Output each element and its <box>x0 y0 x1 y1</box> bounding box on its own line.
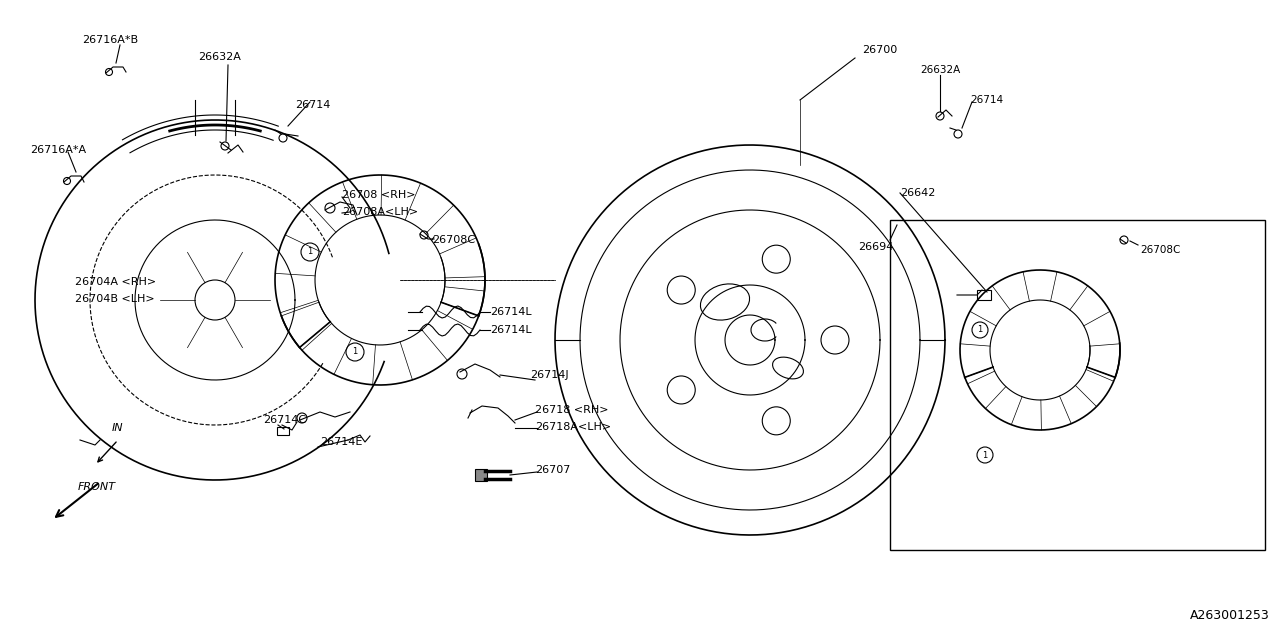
Text: 26714: 26714 <box>294 100 330 110</box>
Circle shape <box>954 130 963 138</box>
Text: 26642: 26642 <box>900 188 936 198</box>
Text: 26707: 26707 <box>535 465 571 475</box>
Text: 26716A*A: 26716A*A <box>29 145 86 155</box>
Text: 1: 1 <box>982 451 988 460</box>
Text: 26714J: 26714J <box>530 370 568 380</box>
Text: IN: IN <box>113 423 124 433</box>
Text: 26714E: 26714E <box>320 437 362 447</box>
Text: 26708A<LH>: 26708A<LH> <box>342 207 419 217</box>
Text: FRONT: FRONT <box>78 482 116 492</box>
Bar <box>276 427 289 435</box>
Text: 26714: 26714 <box>970 95 1004 105</box>
Text: 26714C: 26714C <box>262 415 306 425</box>
Text: 26708C: 26708C <box>1140 245 1180 255</box>
Circle shape <box>279 134 287 142</box>
Text: 26716A*B: 26716A*B <box>82 35 138 45</box>
Text: 1: 1 <box>978 326 983 335</box>
Text: 26700: 26700 <box>861 45 897 55</box>
Text: 26704A <RH>: 26704A <RH> <box>76 277 156 287</box>
Text: 26632A: 26632A <box>920 65 960 75</box>
Text: 26714L: 26714L <box>490 307 531 317</box>
Text: 1: 1 <box>307 248 312 257</box>
Text: 26632A: 26632A <box>198 52 241 62</box>
Circle shape <box>221 142 229 150</box>
Bar <box>890 220 1265 550</box>
Text: 1: 1 <box>352 348 357 356</box>
Circle shape <box>936 112 945 120</box>
Bar <box>475 469 486 481</box>
Text: 26718A<LH>: 26718A<LH> <box>535 422 611 432</box>
Text: 26718 <RH>: 26718 <RH> <box>535 405 608 415</box>
Bar <box>977 290 991 300</box>
Text: A263001253: A263001253 <box>1190 609 1270 622</box>
Text: 26694: 26694 <box>858 242 893 252</box>
Text: 26714L: 26714L <box>490 325 531 335</box>
Text: 26708C: 26708C <box>433 235 475 245</box>
Text: 26708 <RH>: 26708 <RH> <box>342 190 416 200</box>
Text: 26704B <LH>: 26704B <LH> <box>76 294 155 304</box>
